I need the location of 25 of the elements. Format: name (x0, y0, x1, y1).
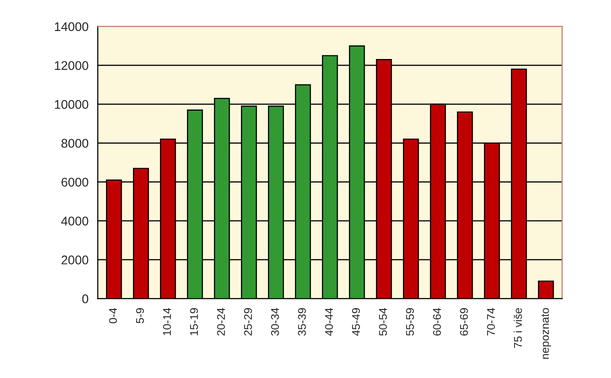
x-tick-label: 35-39 (298, 308, 306, 336)
x-tick-label: 60-64 (433, 308, 441, 336)
y-tick-label: 12000 (54, 61, 88, 70)
y-tick-label: 10000 (54, 100, 88, 109)
x-tick-label: 65-69 (460, 308, 468, 336)
x-tick-label: 10-14 (163, 308, 171, 336)
x-tick-label: 15-19 (190, 308, 198, 336)
x-tick-label: 5-9 (136, 308, 144, 324)
y-tick-label: 4000 (61, 216, 88, 226)
x-tick-label: 30-34 (271, 308, 279, 336)
x-tick-label: 70-74 (487, 308, 495, 336)
x-tick-label: 50-54 (379, 308, 387, 336)
x-tick-label: 55-59 (406, 308, 414, 336)
x-tick-label: 25-29 (244, 308, 252, 336)
y-tick-label: 6000 (62, 178, 88, 187)
y-tick-label: 8000 (61, 138, 88, 148)
y-tick-label: 2000 (62, 256, 88, 264)
x-tick-label: 75 i više (514, 308, 522, 348)
y-tick-label: 0 (82, 294, 88, 304)
x-tick-label: 45-49 (352, 308, 360, 336)
x-tick-label: 40-44 (325, 308, 333, 336)
x-tick-label: 20-24 (217, 308, 225, 336)
x-tick-label: nepoznato (542, 308, 552, 359)
y-tick-label: 14000 (54, 22, 88, 32)
x-tick-label: 0-4 (109, 308, 117, 324)
